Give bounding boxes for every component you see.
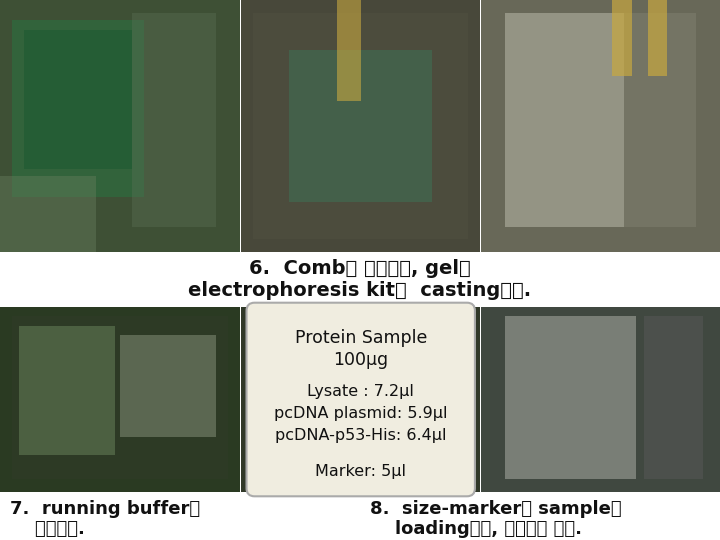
Bar bbox=[337, 0, 361, 101]
Bar bbox=[0, 0, 240, 252]
Text: 7.  running buffer를: 7. running buffer를 bbox=[10, 500, 200, 518]
Bar bbox=[241, 307, 480, 492]
Bar bbox=[24, 30, 132, 169]
Bar bbox=[613, 0, 631, 76]
Bar bbox=[648, 0, 667, 76]
Bar bbox=[12, 316, 228, 479]
Bar bbox=[253, 316, 463, 479]
Bar bbox=[132, 12, 216, 227]
Bar bbox=[289, 50, 432, 201]
Bar bbox=[624, 12, 696, 227]
Text: 100μg: 100μg bbox=[333, 350, 388, 369]
Text: Protein Sample: Protein Sample bbox=[294, 329, 427, 347]
Text: electrophoresis kit에  casting한다.: electrophoresis kit에 casting한다. bbox=[189, 280, 531, 300]
Text: 채워준다.: 채워준다. bbox=[10, 520, 85, 538]
Bar bbox=[481, 0, 720, 252]
Bar bbox=[644, 316, 703, 479]
FancyBboxPatch shape bbox=[246, 303, 475, 496]
Bar bbox=[0, 307, 240, 492]
Text: 8.  size-marker와 sample을: 8. size-marker와 sample을 bbox=[370, 500, 621, 518]
Bar bbox=[505, 316, 636, 479]
Text: 6.  Comb을 제거하고, gel을: 6. Comb을 제거하고, gel을 bbox=[249, 259, 471, 278]
Bar bbox=[0, 177, 96, 252]
Bar bbox=[253, 12, 468, 239]
Bar bbox=[12, 20, 144, 197]
Text: Marker: 5μl: Marker: 5μl bbox=[315, 464, 406, 478]
Bar bbox=[0, 492, 720, 540]
Bar bbox=[120, 335, 216, 436]
Bar bbox=[0, 252, 720, 307]
Text: loading하고, 전기영동 한다.: loading하고, 전기영동 한다. bbox=[370, 520, 582, 538]
Bar bbox=[505, 12, 624, 227]
Bar bbox=[241, 0, 480, 252]
Text: pcDNA-p53-His: 6.4μl: pcDNA-p53-His: 6.4μl bbox=[275, 428, 446, 443]
Text: Lysate : 7.2μl: Lysate : 7.2μl bbox=[307, 384, 414, 399]
Bar bbox=[481, 307, 720, 492]
Bar bbox=[19, 326, 115, 455]
Text: pcDNA plasmid: 5.9μl: pcDNA plasmid: 5.9μl bbox=[274, 406, 447, 421]
